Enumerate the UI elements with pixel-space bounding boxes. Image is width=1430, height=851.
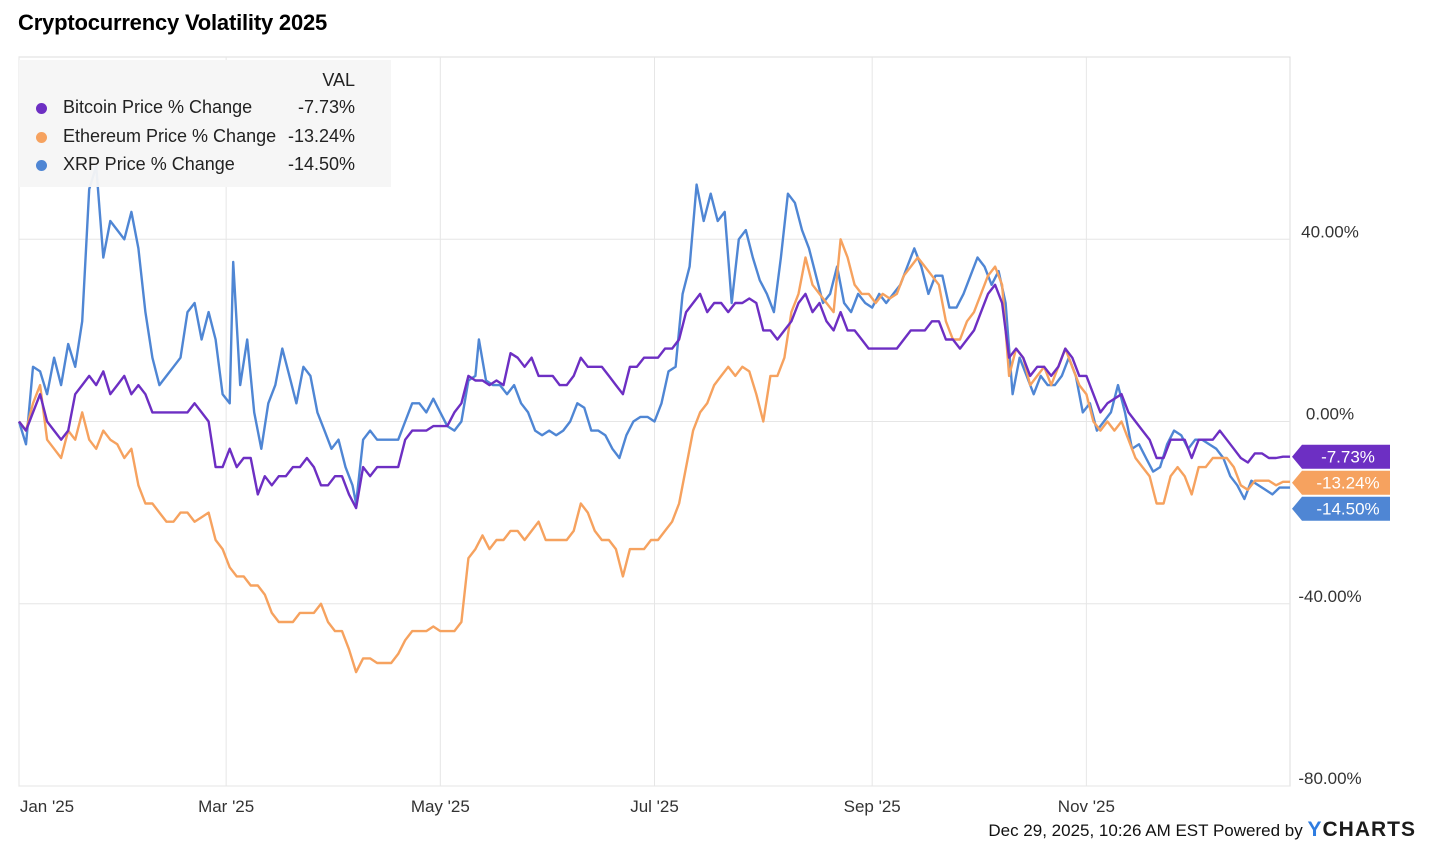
legend-value: -13.24% (287, 126, 355, 146)
x-tick-label: Mar '25 (198, 797, 254, 816)
x-tick-label: Jul '25 (630, 797, 679, 816)
legend-item-ethereum[interactable]: Ethereum Price % Change -13.24% (19, 123, 391, 151)
series-line-ethereum (18, 238, 1290, 674)
end-label-badge-ethereum (1292, 470, 1390, 495)
legend-item-bitcoin[interactable]: Bitcoin Price % Change -7.73% (19, 94, 391, 122)
legend-marker (36, 160, 47, 171)
end-label-badge-xrp (1292, 496, 1390, 521)
footer: Dec 29, 2025, 10:26 AM EST Powered by YC… (988, 818, 1416, 842)
legend: VAL Bitcoin Price % Change -7.73% Ethere… (19, 60, 391, 187)
legend-header: VAL (322, 70, 355, 90)
legend-value: -14.50% (287, 154, 355, 174)
x-tick-label: May '25 (411, 797, 470, 816)
logo-text: CHARTS (1322, 818, 1416, 841)
legend-label: Bitcoin Price % Change (63, 97, 253, 117)
y-tick-label: 40.00% (1301, 222, 1359, 241)
legend-marker (36, 132, 47, 143)
end-label-badge-bitcoin (1292, 444, 1390, 469)
x-tick-label: Jan '25 (20, 797, 74, 816)
powered-by-text: Powered by (1212, 821, 1303, 840)
end-label-text-bitcoin: -7.73% (1321, 448, 1375, 467)
series-lines (17, 165, 1290, 674)
y-tick-label: 0.00% (1306, 405, 1354, 424)
end-label-text-xrp: -14.50% (1316, 500, 1379, 519)
legend-label: XRP Price % Change (63, 154, 235, 174)
legend-label: Ethereum Price % Change (63, 126, 277, 146)
x-tick-label: Nov '25 (1058, 797, 1115, 816)
series-line-bitcoin (18, 283, 1290, 510)
chart-title: Cryptocurrency Volatility 2025 (18, 10, 328, 35)
end-labels: -7.73% -13.24% -14.50% (1292, 444, 1390, 521)
timestamp: Dec 29, 2025, 10:26 AM EST (988, 821, 1209, 840)
legend-value: -7.73% (297, 97, 355, 117)
end-label-text-ethereum: -13.24% (1316, 474, 1379, 493)
x-tick-label: Sep '25 (844, 797, 901, 816)
logo-accent: Y (1307, 818, 1323, 841)
ycharts-logo[interactable]: YCHARTS (1307, 818, 1416, 841)
y-tick-label: -40.00% (1298, 587, 1361, 606)
legend-item-xrp[interactable]: XRP Price % Change -14.50% (19, 151, 391, 179)
legend-marker (36, 103, 47, 114)
y-tick-label: -80.00% (1298, 769, 1361, 788)
axes: 40.00% 0.00% -40.00% -80.00% Jan '25 Mar '25 M… (20, 222, 1362, 816)
